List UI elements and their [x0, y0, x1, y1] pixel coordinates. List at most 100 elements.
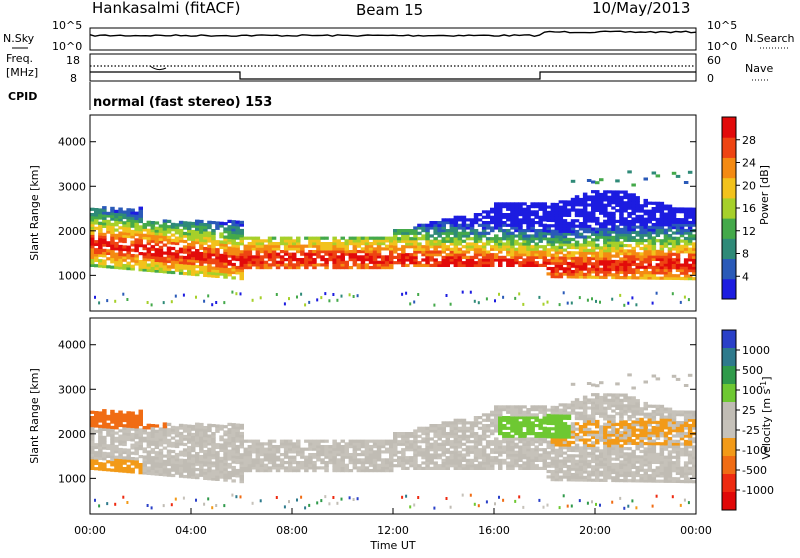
- power-cell: [328, 299, 330, 302]
- power-cell: [627, 302, 629, 305]
- velocity-cell: [345, 464, 350, 467]
- power-cell: [478, 301, 480, 304]
- power-cell: [377, 237, 382, 240]
- power-cell: [405, 253, 410, 256]
- velocity-cell: [478, 448, 483, 451]
- power-cell: [680, 207, 685, 210]
- velocity-cell: [373, 450, 378, 453]
- velocity-cell: [296, 440, 301, 443]
- power-cell: [361, 247, 366, 250]
- velocity-cell: [300, 496, 302, 499]
- velocity-cell: [494, 456, 499, 459]
- power-cell: [304, 303, 306, 306]
- power-cell: [547, 224, 552, 227]
- power-cell: [90, 213, 95, 216]
- velocity-cell: [240, 424, 245, 427]
- velocity-cell: [227, 450, 232, 453]
- power-cell: [506, 202, 511, 205]
- velocity-cell: [171, 503, 173, 506]
- velocity-cell: [377, 464, 382, 467]
- power-cell: [644, 210, 649, 213]
- velocity-cell: [276, 445, 281, 448]
- power-cell: [684, 229, 689, 232]
- power-cell: [571, 180, 576, 183]
- velocity-cell: [118, 429, 123, 432]
- power-cell: [571, 198, 576, 201]
- power-cell: [393, 256, 398, 259]
- velocity-cell: [219, 425, 224, 428]
- velocity-cell: [506, 416, 511, 419]
- power-cell: [341, 237, 346, 240]
- velocity-cell: [591, 441, 596, 444]
- power-cell: [110, 266, 115, 269]
- velocity-cell: [579, 436, 584, 439]
- velocity-cell: [514, 437, 519, 440]
- velocity-cell: [615, 382, 620, 385]
- power-cell: [538, 296, 540, 299]
- velocity-heatmap: [90, 373, 697, 509]
- power-cell: [534, 221, 539, 224]
- velocity-cell: [607, 415, 612, 418]
- velocity-cell: [353, 498, 355, 501]
- velocity-cell: [482, 419, 487, 422]
- velocity-cell: [571, 383, 576, 386]
- velocity-cell: [619, 460, 624, 463]
- power-cell: [102, 206, 107, 209]
- power-cell: [122, 245, 127, 248]
- power-cell: [296, 237, 301, 240]
- velocity-cell: [235, 424, 240, 427]
- power-cell: [672, 172, 677, 175]
- velocity-cell: [518, 464, 523, 467]
- colorbar-swatch: [722, 178, 736, 199]
- power-cell: [518, 292, 520, 295]
- power-cell: [595, 217, 600, 220]
- velocity-cell: [631, 420, 636, 423]
- power-cell: [635, 226, 640, 229]
- power-cell: [450, 248, 455, 251]
- power-cell: [147, 247, 152, 250]
- velocity-cell: [563, 422, 568, 425]
- velocity-cell: [623, 507, 625, 510]
- velocity-cell: [94, 430, 99, 433]
- power-cell: [98, 208, 103, 211]
- power-cell: [437, 240, 442, 243]
- velocity-cell: [381, 440, 386, 443]
- velocity-cell: [227, 463, 232, 466]
- velocity-cell: [252, 458, 257, 461]
- velocity-cell: [159, 449, 164, 452]
- power-cell: [284, 258, 289, 261]
- velocity-cell: [357, 458, 362, 461]
- velocity-cell: [191, 425, 196, 428]
- velocity-cell: [575, 460, 580, 463]
- velocity-cell: [551, 427, 556, 430]
- noise-sky-trace: [90, 31, 696, 36]
- velocity-cell: [433, 507, 435, 510]
- velocity-cell: [478, 461, 483, 464]
- velocity-cell: [381, 450, 386, 453]
- velocity-cell: [446, 432, 451, 435]
- velocity-cell: [490, 411, 495, 414]
- power-cell: [595, 244, 600, 247]
- power-cell: [139, 260, 144, 263]
- velocity-cell: [462, 419, 467, 422]
- velocity-cell: [175, 453, 180, 456]
- velocity-cell: [502, 459, 507, 462]
- power-cell: [611, 190, 616, 193]
- power-cell: [324, 258, 329, 261]
- power-cell: [296, 258, 301, 261]
- velocity-cell: [490, 448, 495, 451]
- power-cell: [130, 209, 135, 212]
- power-cell: [122, 211, 127, 214]
- velocity-cell: [627, 415, 632, 418]
- power-cell: [591, 262, 596, 265]
- power-cell: [631, 247, 636, 250]
- power-cell: [163, 244, 168, 247]
- power-cell: [631, 268, 636, 271]
- velocity-cell: [615, 423, 620, 426]
- power-cell: [118, 232, 123, 235]
- velocity-cell: [446, 448, 451, 451]
- velocity-cell: [450, 421, 455, 424]
- power-cell: [563, 200, 568, 203]
